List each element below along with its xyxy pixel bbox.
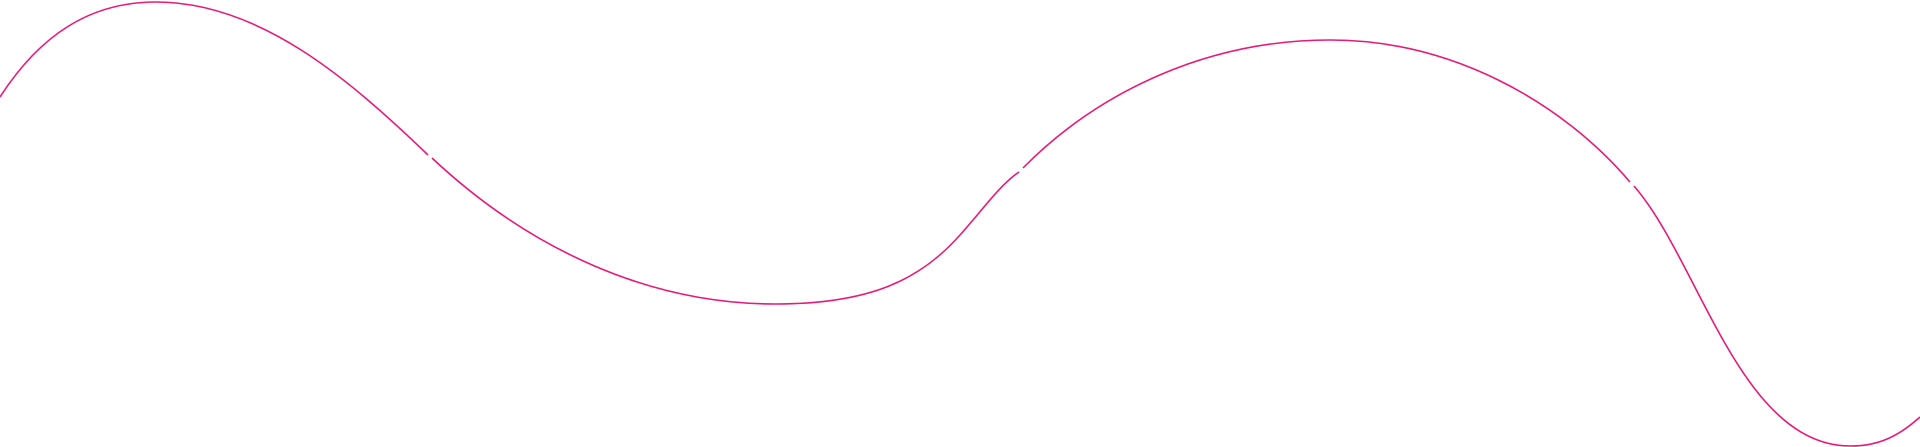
wave-segment-2 <box>431 157 1020 305</box>
wave-segment-3 <box>1022 39 1631 183</box>
wave-segment-1 <box>0 1 429 156</box>
wave-segment-4 <box>1633 185 1920 447</box>
